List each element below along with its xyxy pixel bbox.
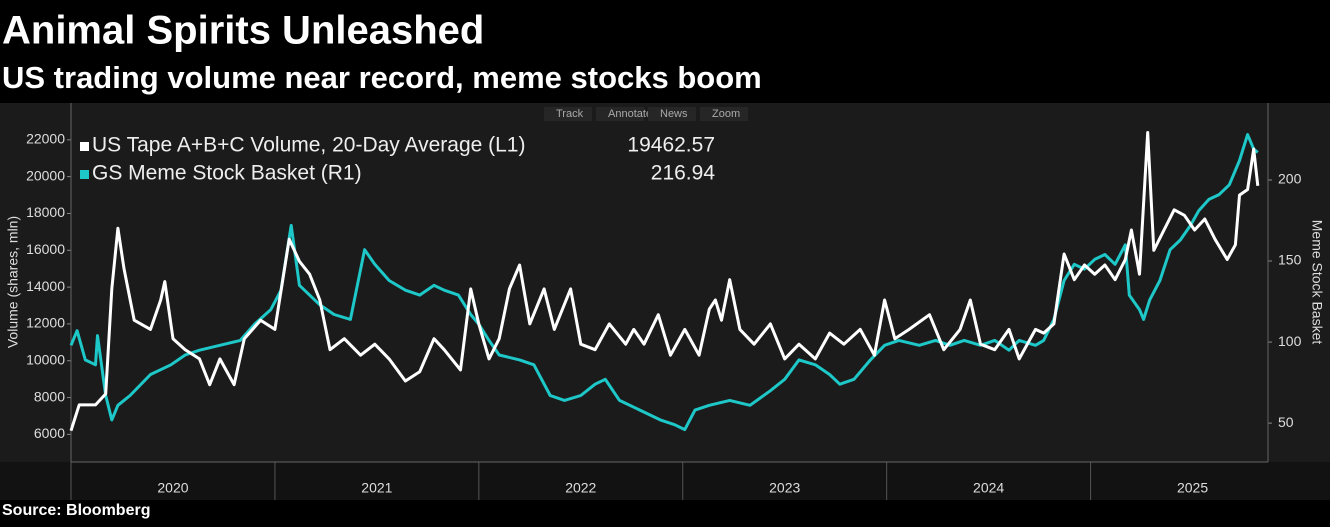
x-tick-label: 2021 [361,480,392,496]
x-tick-label: 2024 [973,480,1004,496]
legend-value: 19462.57 [627,134,715,157]
y2-axis-label: Meme Stock Basket [1309,220,1325,345]
toolbar-button[interactable] [700,107,748,121]
y-tick-label: 18000 [26,204,65,220]
y2-tick-label: 200 [1278,171,1302,187]
x-axis-band [0,462,1330,500]
legend-label: US Tape A+B+C Volume, 20-Day Average (L1… [92,134,525,157]
x-tick-label: 2025 [1177,480,1208,496]
y2-tick-label: 150 [1278,252,1302,268]
legend-marker [80,142,89,151]
y-tick-label: 10000 [26,351,65,367]
legend-label: GS Meme Stock Basket (R1) [92,162,362,185]
x-tick-label: 2022 [565,480,596,496]
y-tick-label: 12000 [26,315,65,331]
series-line [69,131,1260,432]
y2-tick-label: 50 [1278,414,1294,430]
y2-tick-label: 100 [1278,333,1302,349]
legend-value: 216.94 [651,162,716,185]
toolbar-label: Zoom [712,108,740,120]
toolbar-button[interactable] [544,107,592,121]
y-tick-label: 22000 [26,131,65,147]
source: Source: Bloomberg [2,502,150,519]
chart-title: Animal Spirits Unleashed [2,9,484,53]
x-tick-label: 2020 [157,480,188,496]
toolbar-button[interactable] [648,107,696,121]
y-tick-label: 20000 [26,167,65,183]
y-tick-label: 16000 [26,241,65,257]
chart-subtitle: US trading volume near record, meme stoc… [2,60,762,95]
toolbar-label: Annotate [608,108,652,120]
toolbar-label: Track [556,108,584,120]
toolbar-label: News [660,108,688,120]
legend-marker [80,170,89,179]
y-tick-label: 6000 [34,425,65,441]
toolbar-button[interactable] [596,107,644,121]
y-tick-label: 8000 [34,388,65,404]
legend-box [76,128,726,194]
y-tick-label: 14000 [26,278,65,294]
x-tick-label: 2023 [769,480,800,496]
y-axis-label: Volume (shares, mln) [5,216,21,348]
